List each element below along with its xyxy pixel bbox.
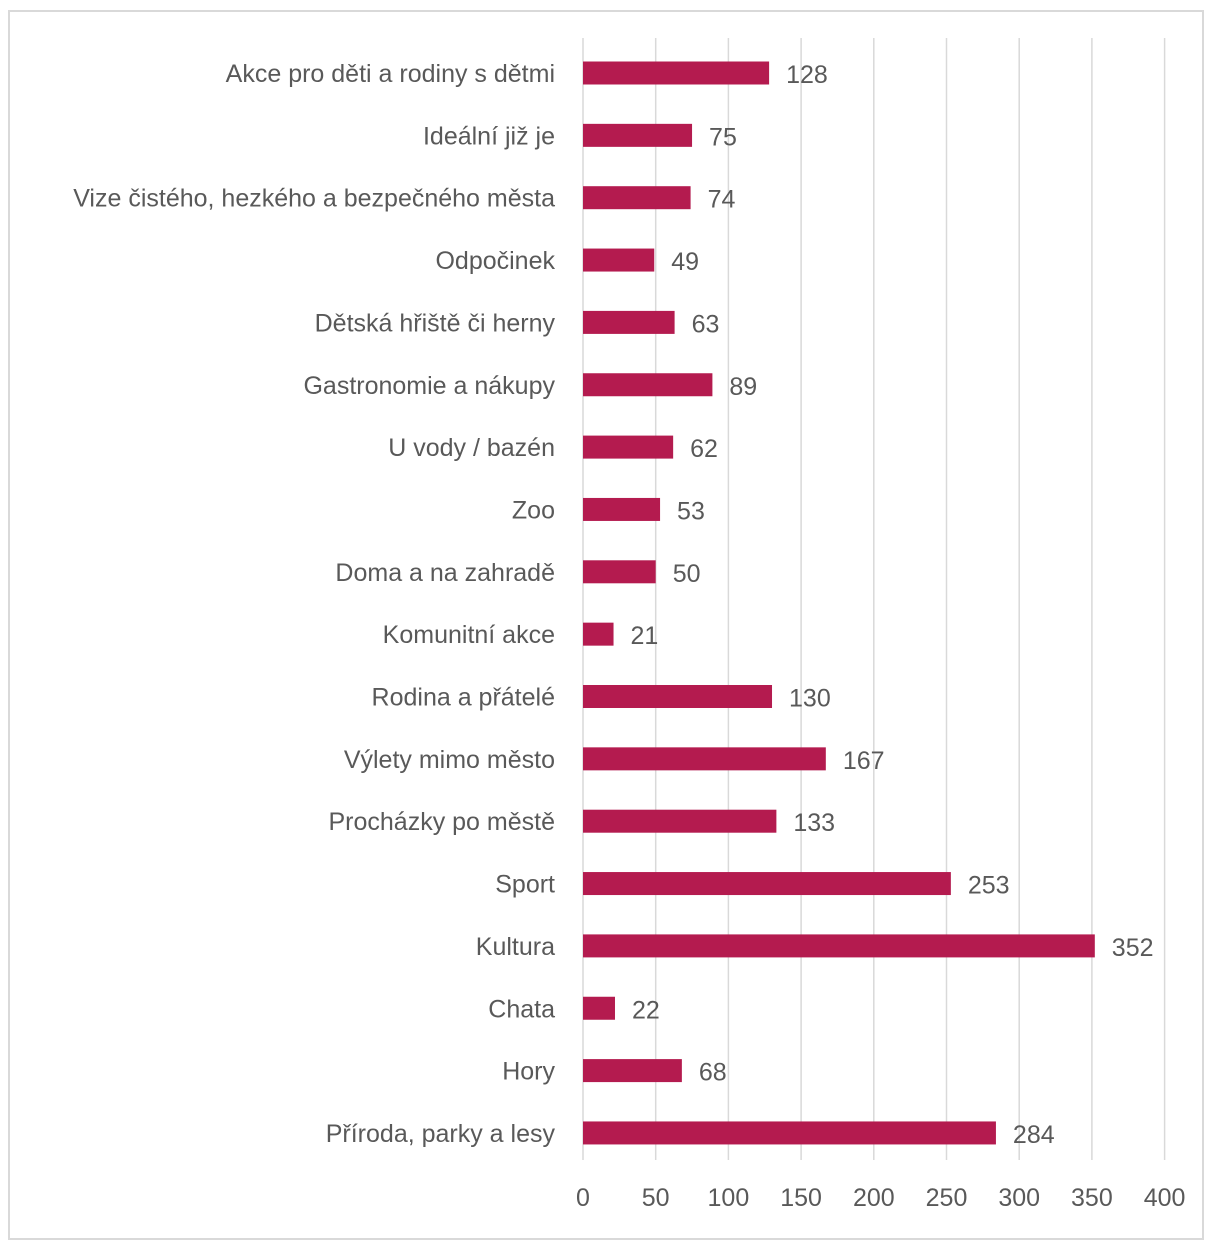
value-labels: 128 75 74 49 63 89 62 53 50 21 130 167 133 253 352 22 68… xyxy=(631,61,1154,1149)
bar xyxy=(583,373,713,397)
bar xyxy=(583,123,693,147)
value-label: 68 xyxy=(699,1059,727,1087)
category-label: Kultura xyxy=(476,933,555,961)
bar xyxy=(583,186,691,210)
value-label: 49 xyxy=(671,248,699,276)
value-label: 62 xyxy=(690,435,718,463)
x-tick-label: 0 xyxy=(576,1184,590,1212)
category-label: Zoo xyxy=(512,496,555,524)
value-label: 53 xyxy=(677,497,705,525)
value-label: 21 xyxy=(631,622,659,650)
x-tick-label: 150 xyxy=(780,1184,822,1212)
bar xyxy=(583,934,1095,958)
value-label: 128 xyxy=(786,61,828,89)
x-tick-labels: 0 50 100 150 200 250 300 350 400 xyxy=(576,1184,1185,1212)
category-labels: Akce pro děti a rodiny s dětmi Ideální ji… xyxy=(73,60,555,1148)
value-label: 253 xyxy=(968,872,1010,900)
x-tick-label: 100 xyxy=(708,1184,750,1212)
bar xyxy=(583,747,826,771)
value-label: 352 xyxy=(1112,934,1154,962)
category-label: Vize čistého, hezkého a bezpečného města xyxy=(73,185,555,213)
category-label: Procházky po městě xyxy=(329,808,556,836)
x-tick-label: 300 xyxy=(998,1184,1040,1212)
category-label: Odpočinek xyxy=(435,247,555,275)
value-label: 75 xyxy=(709,123,737,151)
value-label: 130 xyxy=(789,685,831,713)
category-label: Dětská hřiště či herny xyxy=(315,309,556,337)
bar xyxy=(583,497,661,521)
bar xyxy=(583,872,951,896)
category-label: Chata xyxy=(488,995,555,1023)
value-label: 89 xyxy=(729,373,757,401)
value-label: 50 xyxy=(673,560,701,588)
value-label: 74 xyxy=(708,186,736,214)
category-label: Komunitní akce xyxy=(383,621,555,649)
category-label: Akce pro děti a rodiny s dětmi xyxy=(226,60,555,88)
bar xyxy=(583,809,777,833)
bar xyxy=(583,61,770,85)
value-label: 133 xyxy=(793,809,835,837)
bars xyxy=(583,61,1095,1145)
bar xyxy=(583,1059,682,1083)
x-tick-label: 400 xyxy=(1144,1184,1186,1212)
category-label: Rodina a přátelé xyxy=(372,684,555,712)
category-label: Doma a na zahradě xyxy=(335,559,555,587)
value-label: 284 xyxy=(1013,1121,1055,1149)
x-tick-label: 250 xyxy=(926,1184,968,1212)
bar xyxy=(583,1121,996,1145)
bar xyxy=(583,622,614,646)
bar xyxy=(583,310,675,334)
x-tick-label: 200 xyxy=(853,1184,895,1212)
category-label: Výlety mimo město xyxy=(344,746,555,774)
x-tick-label: 350 xyxy=(1071,1184,1113,1212)
value-label: 63 xyxy=(692,310,720,338)
bar xyxy=(583,996,615,1020)
category-label: Ideální již je xyxy=(423,122,555,150)
bar xyxy=(583,560,656,584)
bar xyxy=(583,248,655,272)
category-label: Hory xyxy=(502,1058,555,1086)
value-label: 22 xyxy=(632,996,660,1024)
value-label: 167 xyxy=(843,747,885,775)
category-label: Příroda, parky a lesy xyxy=(326,1120,556,1148)
category-label: Sport xyxy=(495,871,555,899)
bar xyxy=(583,435,674,459)
x-tick-label: 50 xyxy=(642,1184,670,1212)
gridlines xyxy=(582,38,1166,1160)
bar xyxy=(583,685,773,708)
category-label: Gastronomie a nákupy xyxy=(303,372,555,400)
category-label: U vody / bazén xyxy=(388,434,555,462)
